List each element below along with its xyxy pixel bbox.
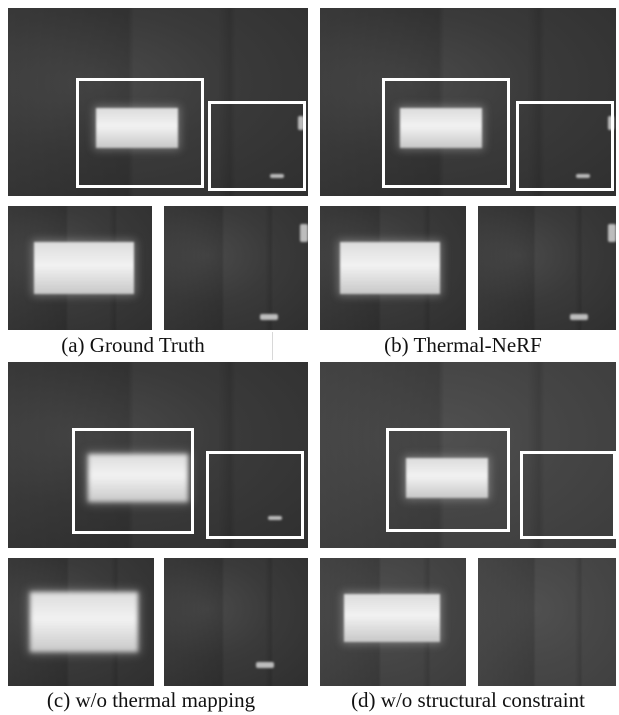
panel-b-hot-object <box>400 108 482 148</box>
panel-a-zoom-hot-object <box>34 242 134 294</box>
panel-b-lower-hotspot <box>576 174 590 178</box>
panel-b-zoom-left <box>320 206 466 330</box>
panel-d-zoom-box-left <box>386 428 510 532</box>
panel-a-zoom-right <box>164 206 308 330</box>
caption-b: (b) Thermal-NeRF <box>384 333 542 357</box>
panel-b-zoom-hotspot-bottom <box>570 314 588 320</box>
panel-a-lower-hotspot <box>270 174 284 178</box>
panel-c-main-image <box>8 362 308 548</box>
panel-a-main-image <box>8 8 308 196</box>
panel-c-zoom-right <box>164 558 308 686</box>
caption-a: (a) Ground Truth <box>61 333 205 357</box>
panel-c-zoom-hot-object <box>30 592 138 652</box>
panel-a-zoom-hotspot-top <box>300 224 308 242</box>
panel-c-zoom-box-right <box>206 451 304 539</box>
panel-b-main-image <box>320 8 616 196</box>
panel-d-zoom-hot-object <box>344 594 440 642</box>
panel-a-separator-line <box>272 332 273 360</box>
panel-c-zoom-box-left <box>72 428 194 534</box>
panel-d-zoom-box-right <box>520 451 616 539</box>
caption-d: (d) w/o structural constraint <box>351 688 585 712</box>
panel-a-hot-object <box>96 108 178 148</box>
panel-c-zoom-hotspot-bottom <box>256 662 274 668</box>
panel-d-hot-object <box>406 458 488 498</box>
panel-c-hot-object <box>88 454 188 502</box>
panel-d-zoom-right <box>478 558 616 686</box>
panel-c-lower-hotspot <box>268 516 282 520</box>
panel-a-zoom-left <box>8 206 152 330</box>
panel-a-zoom-hotspot-bottom <box>260 314 278 320</box>
panel-b-zoom-box-right <box>516 101 614 191</box>
panel-b-zoom-box-left <box>382 78 510 188</box>
panel-a-small-hotspot <box>298 116 304 130</box>
panel-b-zoom-hot-object <box>340 242 440 294</box>
panel-c-zoom-left <box>8 558 154 686</box>
panel-a-zoom-box-right <box>208 101 306 191</box>
panel-b-zoom-right <box>478 206 616 330</box>
panel-d-main-image <box>320 362 616 548</box>
caption-c: (c) w/o thermal mapping <box>46 688 256 712</box>
panel-a-zoom-box-left <box>76 78 204 188</box>
panel-b-zoom-hotspot-top <box>608 224 616 242</box>
panel-d-zoom-left <box>320 558 466 686</box>
